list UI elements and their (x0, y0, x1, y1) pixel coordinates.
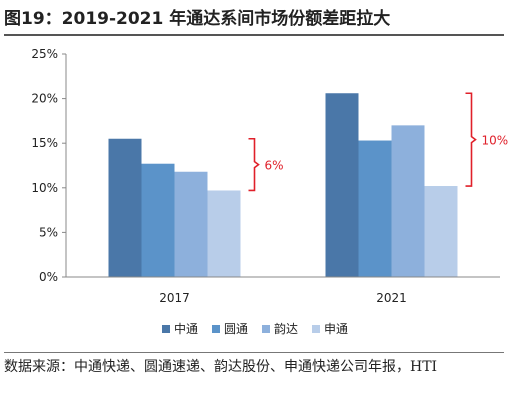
legend-swatch (312, 324, 321, 333)
bar-圆通-2021 (358, 140, 392, 277)
gap-label-2017: 6% (265, 159, 284, 173)
legend-item: 中通 (161, 320, 198, 337)
x-axis: 2017 2021 (66, 276, 500, 305)
y-axis: 0% 5% 10% 15% 20% 25% (31, 47, 67, 284)
legend-label: 中通 (173, 322, 198, 336)
bar-韵达-2017 (174, 171, 208, 277)
bar-圆通-2017 (141, 163, 175, 277)
bar-申通-2017 (207, 190, 241, 277)
legend-label: 申通 (324, 322, 349, 336)
y-tick-label: 25% (31, 47, 58, 61)
gap-label-2021: 10% (482, 134, 509, 148)
bar-chart: 0% 5% 10% 15% 20% 25% 2017 2021 6% 10% (31, 47, 509, 305)
legend-label: 韵达 (274, 322, 299, 336)
chart-legend: 中通 圆通 韵达 申通 (0, 320, 510, 337)
legend-item: 圆通 (211, 320, 248, 337)
legend-swatch (161, 324, 170, 333)
legend-label: 圆通 (223, 322, 248, 336)
y-tick-label: 10% (31, 181, 58, 195)
x-tick-label: 2017 (159, 291, 190, 305)
source-divider (4, 352, 504, 353)
x-tick-label: 2021 (376, 291, 407, 305)
bar-申通-2021 (424, 186, 458, 277)
gap-bracket-2021 (465, 92, 477, 187)
title-divider (4, 34, 504, 36)
gap-bracket-2017 (248, 137, 260, 192)
annotations: 6% 10% (248, 92, 509, 192)
bar-中通-2017 (108, 138, 142, 277)
legend-swatch (262, 324, 270, 333)
y-tick-label: 5% (39, 225, 58, 239)
legend-item: 申通 (312, 320, 348, 337)
bar-韵达-2021 (391, 125, 425, 277)
y-tick-label: 20% (31, 92, 58, 106)
bar-中通-2021 (325, 93, 359, 277)
legend-item: 韵达 (262, 320, 298, 337)
bars (108, 93, 458, 277)
chart-title: 图19：2019-2021 年通达系间市场份额差距拉大 (4, 9, 391, 29)
y-tick-label: 0% (39, 270, 58, 284)
y-tick-label: 15% (31, 136, 58, 150)
source-note: 数据来源：中通快递、圆通速递、韵达股份、申通快递公司年报，HTI (4, 359, 438, 375)
legend-swatch (211, 324, 220, 333)
